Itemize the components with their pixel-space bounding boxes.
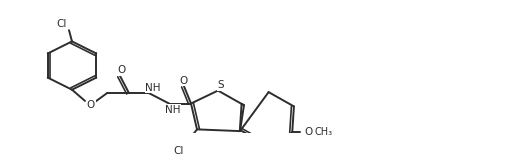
Text: O: O (87, 100, 95, 110)
Text: O: O (304, 128, 312, 138)
Text: O: O (180, 76, 188, 86)
Text: S: S (217, 80, 224, 90)
Text: NH: NH (165, 105, 181, 115)
Text: O: O (117, 65, 125, 75)
Text: NH: NH (145, 83, 161, 93)
Text: Cl: Cl (57, 19, 67, 29)
Text: CH₃: CH₃ (314, 128, 332, 138)
Text: Cl: Cl (174, 146, 184, 154)
